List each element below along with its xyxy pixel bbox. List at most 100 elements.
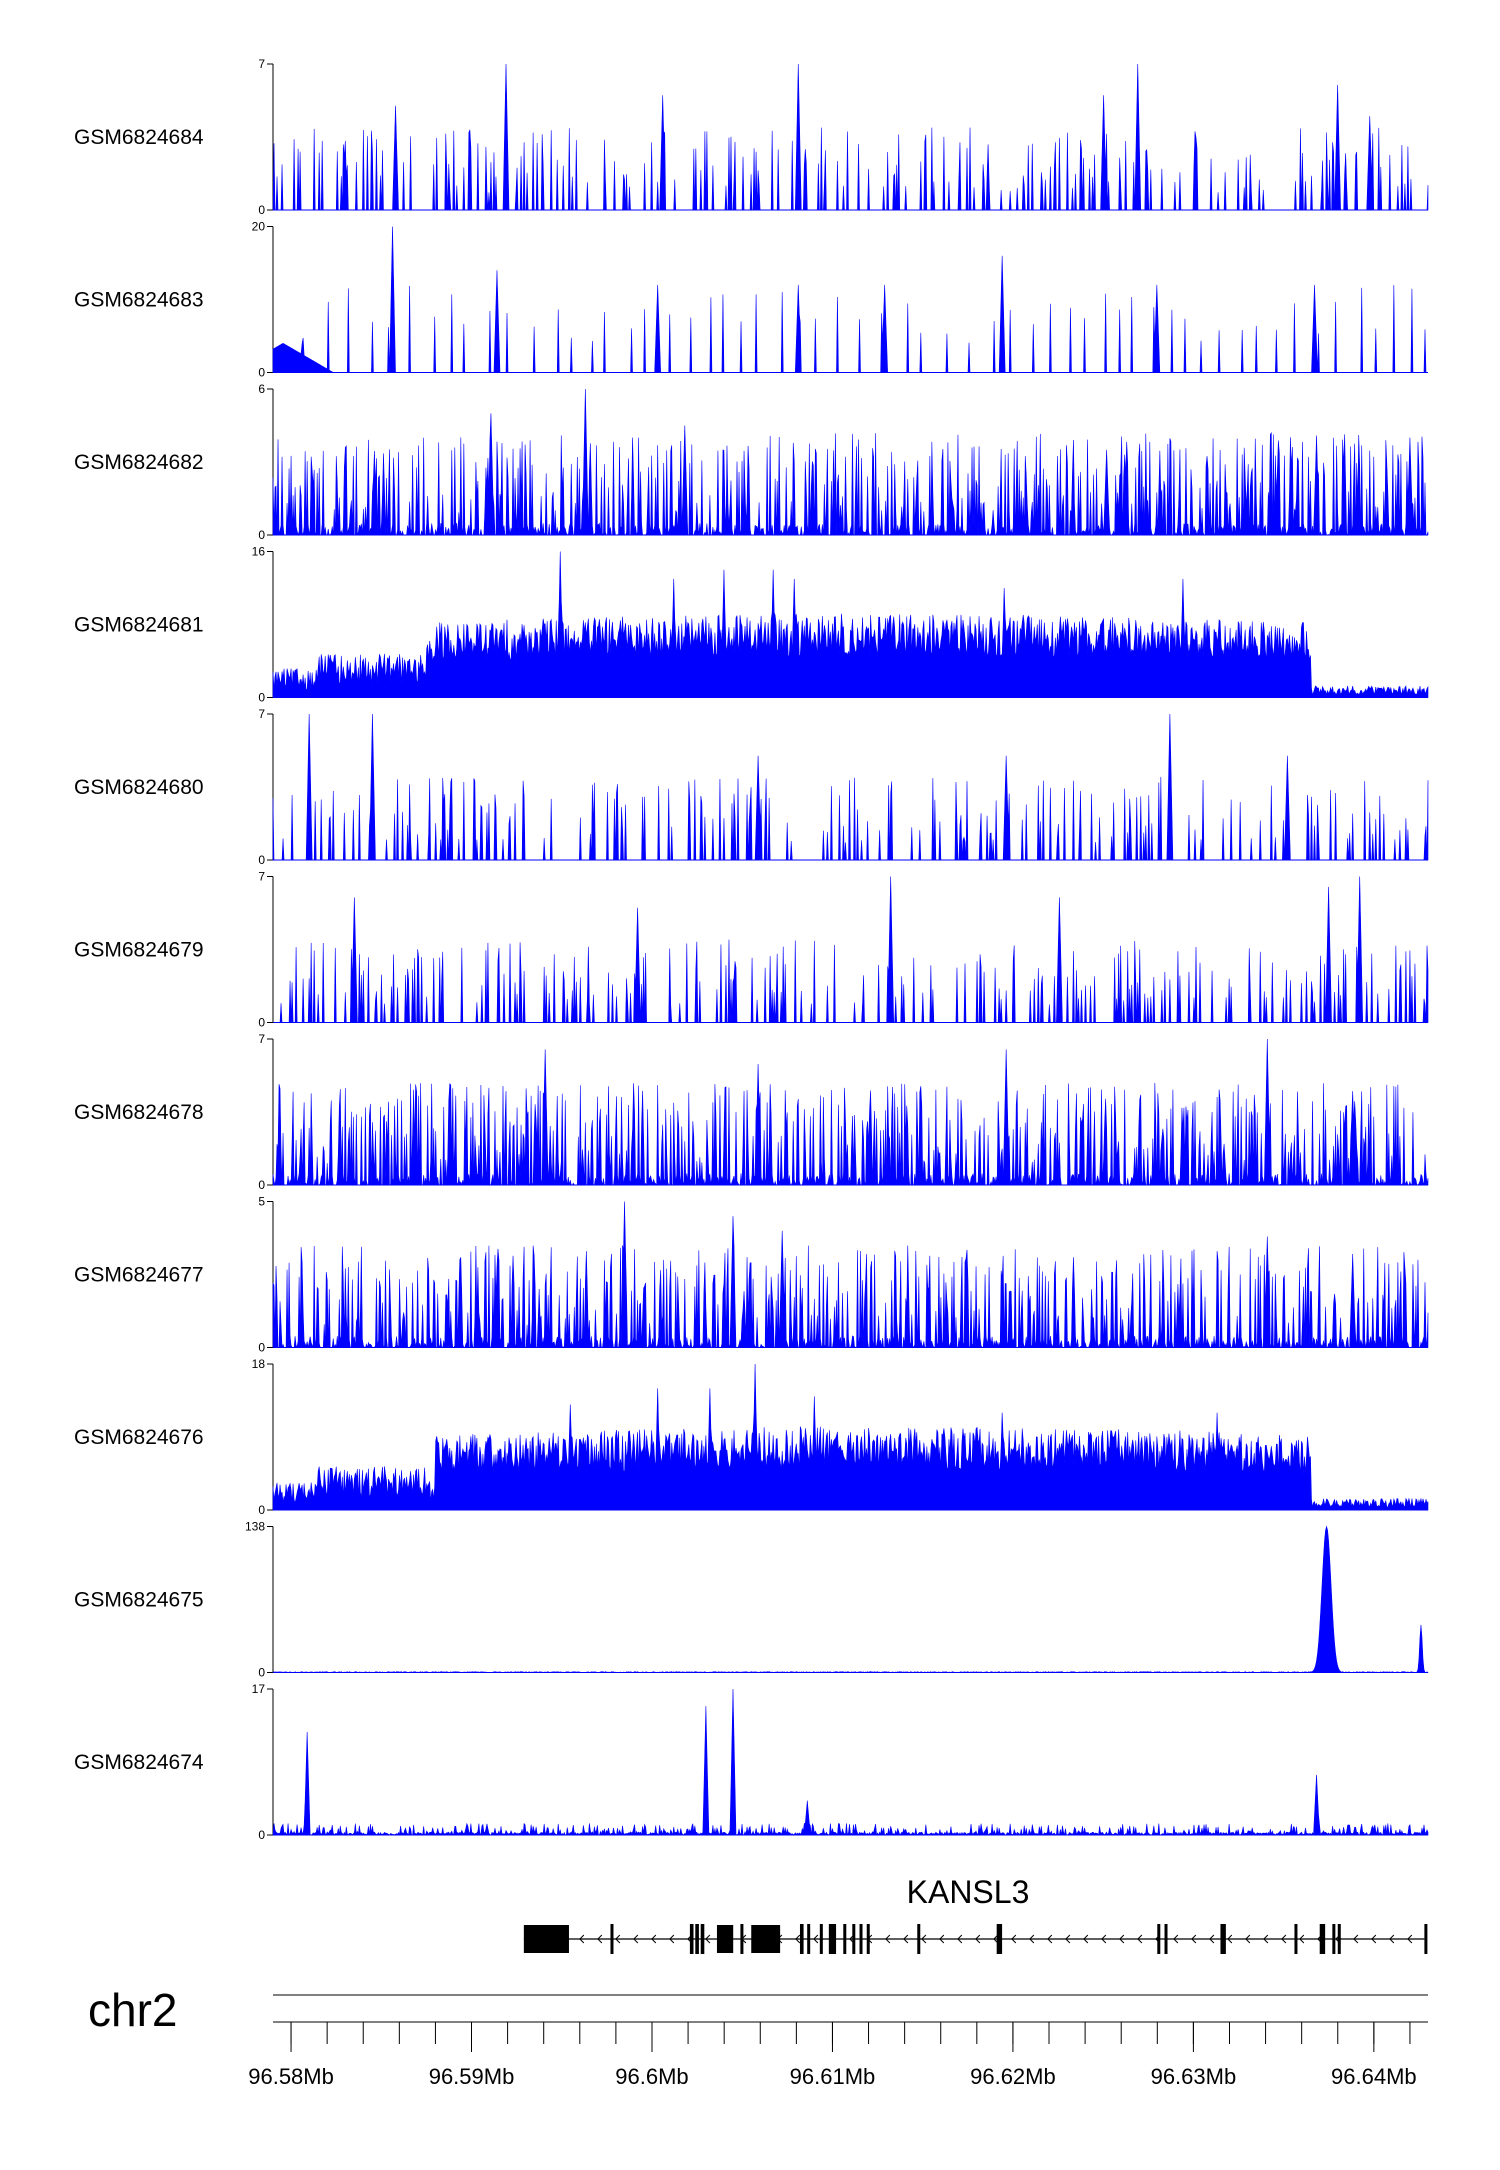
- exon: [807, 1924, 811, 1954]
- strand-arrow: [597, 1934, 603, 1944]
- strand-arrow: [957, 1934, 963, 1944]
- strand-arrow: [1263, 1934, 1269, 1944]
- exon: [799, 1924, 804, 1954]
- coverage-area: [272, 1201, 1429, 1349]
- strand-arrow: [1065, 1934, 1071, 1944]
- exon: [819, 1924, 823, 1954]
- strand-arrow: [993, 1934, 999, 1944]
- track-GSM6824682: GSM6824682 6 0: [74, 382, 1429, 542]
- exon: [996, 1924, 1003, 1954]
- strand-arrow: [1299, 1934, 1305, 1944]
- strand-arrow: [1137, 1934, 1143, 1944]
- exon: [740, 1924, 744, 1954]
- track-GSM6824674: GSM6824674 17 0: [74, 1682, 1429, 1842]
- strand-arrow: [921, 1934, 927, 1944]
- track-GSM6824678: GSM6824678 7 0: [74, 1032, 1429, 1192]
- strand-arrow: [1011, 1934, 1017, 1944]
- track-label: GSM6824677: [74, 1264, 204, 1287]
- track-GSM6824676: GSM6824676 18 0: [74, 1357, 1429, 1517]
- exon: [917, 1924, 921, 1954]
- gene-name-label: KANSL3: [907, 1874, 1030, 1910]
- strand-arrow: [1389, 1934, 1395, 1944]
- strand-arrow: [795, 1934, 801, 1944]
- y-max-label: 7: [258, 57, 265, 71]
- axis-tick-label: 96.63Mb: [1151, 2064, 1237, 2089]
- coverage-area: [272, 551, 1429, 698]
- y-min-label: 0: [258, 528, 265, 542]
- exon: [866, 1924, 870, 1954]
- strand-arrow: [1029, 1934, 1035, 1944]
- strand-arrow: [1371, 1934, 1377, 1944]
- y-max-label: 7: [258, 870, 265, 884]
- strand-arrow: [1281, 1934, 1287, 1944]
- y-min-label: 0: [258, 691, 265, 705]
- coverage-area: [272, 1688, 1429, 1837]
- y-max-label: 17: [252, 1682, 266, 1696]
- track-GSM6824683: GSM6824683 20 0: [74, 220, 1428, 380]
- y-min-label: 0: [258, 203, 265, 217]
- strand-arrow: [579, 1934, 585, 1944]
- exon: [523, 1925, 569, 1953]
- track-label: GSM6824684: [74, 126, 204, 149]
- x-axis: chr2 96.58Mb 96.59Mb 96.6Mb 96.61Mb 96.62Mb 96…: [88, 1984, 1428, 2089]
- exon: [1294, 1924, 1298, 1954]
- y-max-label: 7: [258, 1032, 265, 1046]
- track-label: GSM6824674: [74, 1751, 204, 1774]
- y-min-label: 0: [258, 853, 265, 867]
- strand-arrow: [669, 1934, 675, 1944]
- exon: [1424, 1924, 1428, 1954]
- exon: [751, 1925, 781, 1953]
- y-max-label: 138: [245, 1520, 265, 1534]
- y-max-label: 6: [258, 382, 265, 396]
- track-GSM6824680: GSM6824680 7 0: [74, 707, 1429, 867]
- strand-arrow: [1047, 1934, 1053, 1944]
- track-label: GSM6824680: [74, 776, 204, 799]
- track-GSM6824675: GSM6824675 138 0: [74, 1520, 1429, 1680]
- strand-arrow: [939, 1934, 945, 1944]
- gene-annotation-track: KANSL3: [523, 1874, 1428, 1954]
- strand-arrow: [975, 1934, 981, 1944]
- exon: [1332, 1924, 1336, 1954]
- axis-tick-label: 96.61Mb: [790, 2064, 876, 2089]
- exon: [1164, 1924, 1168, 1954]
- y-max-label: 7: [258, 707, 265, 721]
- strand-arrow: [1083, 1934, 1089, 1944]
- track-label: GSM6824676: [74, 1426, 204, 1449]
- track-label: GSM6824679: [74, 939, 204, 962]
- strand-arrow: [1407, 1934, 1413, 1944]
- axis-tick-label: 96.58Mb: [248, 2064, 334, 2089]
- track-GSM6824677: GSM6824677 5 0: [74, 1195, 1429, 1355]
- strand-arrow: [1245, 1934, 1251, 1944]
- y-min-label: 0: [258, 1503, 265, 1517]
- exon: [859, 1924, 863, 1954]
- strand-arrow: [813, 1934, 819, 1944]
- exon: [852, 1924, 856, 1954]
- track-label: GSM6824681: [74, 614, 204, 637]
- track-label: GSM6824678: [74, 1101, 204, 1124]
- strand-arrow: [1353, 1934, 1359, 1944]
- exon: [843, 1924, 847, 1954]
- coverage-area: [272, 1363, 1429, 1511]
- axis-tick-label: 96.6Mb: [615, 2064, 688, 2089]
- track-label: GSM6824683: [74, 289, 204, 312]
- strand-arrow: [615, 1934, 621, 1944]
- exon: [828, 1924, 837, 1954]
- strand-arrow: [885, 1934, 891, 1944]
- y-min-label: 0: [258, 1341, 265, 1355]
- y-min-label: 0: [258, 1666, 265, 1680]
- strand-arrow: [903, 1934, 909, 1944]
- strand-arrow: [1101, 1934, 1107, 1944]
- axis-tick-label: 96.62Mb: [970, 2064, 1056, 2089]
- y-min-label: 0: [258, 1016, 265, 1030]
- chromosome-label: chr2: [88, 1984, 177, 2036]
- strand-arrow: [1191, 1934, 1197, 1944]
- y-min-label: 0: [258, 1178, 265, 1192]
- coverage-area: [272, 388, 1429, 537]
- axis-tick-label: 96.64Mb: [1331, 2064, 1417, 2089]
- exon: [1337, 1924, 1341, 1954]
- track-GSM6824681: GSM6824681 16 0: [74, 545, 1429, 705]
- exon: [689, 1924, 694, 1954]
- coverage-tracks: GSM682468470GSM6824683200GSM682468260GSM…: [74, 57, 1429, 1842]
